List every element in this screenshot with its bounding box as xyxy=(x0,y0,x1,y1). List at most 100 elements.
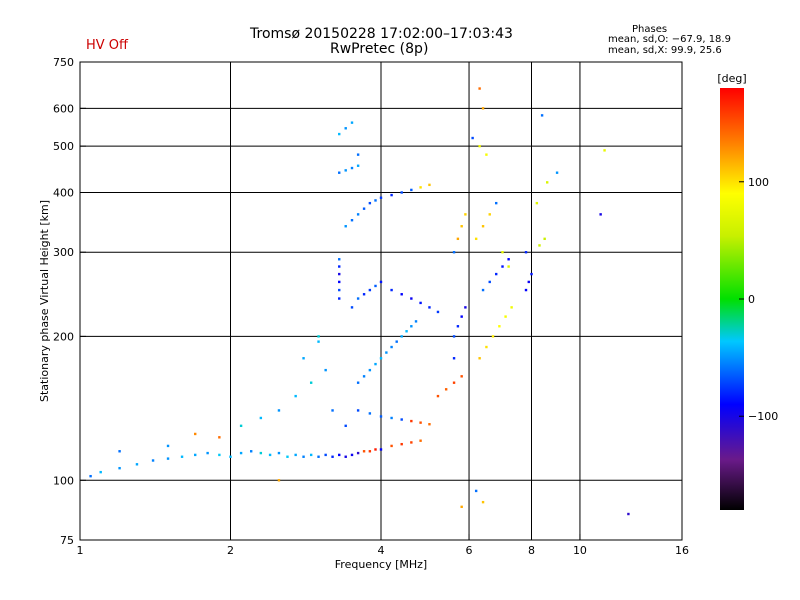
data-point xyxy=(344,225,347,228)
data-point xyxy=(504,315,507,318)
x-tick-label: 16 xyxy=(675,544,689,557)
data-point xyxy=(331,455,334,458)
data-point xyxy=(491,335,495,338)
data-point xyxy=(338,258,341,261)
data-point xyxy=(309,453,313,457)
data-point xyxy=(390,193,393,197)
data-point xyxy=(452,357,456,360)
data-point xyxy=(374,362,377,366)
y-tick-label: 75 xyxy=(60,534,74,547)
data-point xyxy=(99,470,102,474)
chart-title: Tromsø 20150228 17:02:00–17:03:43 xyxy=(250,26,513,42)
data-point xyxy=(410,188,413,192)
data-point xyxy=(379,357,383,360)
data-point xyxy=(338,171,341,174)
data-point xyxy=(324,368,327,372)
data-point xyxy=(410,441,413,444)
data-point xyxy=(259,416,263,420)
x-tick-label: 1 xyxy=(77,544,84,557)
data-point xyxy=(344,455,347,458)
data-point xyxy=(356,153,360,156)
hv-status: HV Off xyxy=(86,38,128,53)
data-point xyxy=(555,171,559,174)
data-point xyxy=(410,419,413,423)
data-point xyxy=(419,439,422,442)
data-point xyxy=(362,207,366,210)
data-point xyxy=(495,272,498,276)
data-point xyxy=(317,340,320,343)
data-point xyxy=(436,394,440,398)
data-point xyxy=(302,357,305,360)
data-point xyxy=(374,284,377,288)
data-point xyxy=(239,451,243,455)
data-point xyxy=(507,265,510,268)
data-point xyxy=(543,237,546,241)
data-point xyxy=(410,297,413,300)
data-point xyxy=(118,450,121,453)
data-point xyxy=(356,213,360,216)
data-point xyxy=(478,87,481,90)
data-point xyxy=(464,213,467,216)
data-point xyxy=(368,412,372,415)
data-point xyxy=(428,306,431,309)
axis-ticks: 1 2 4 6 8 10 16 75 100 200 300 400 500 600 750 xyxy=(53,56,689,557)
data-point xyxy=(481,288,485,292)
data-point xyxy=(474,237,478,241)
data-point xyxy=(317,455,320,458)
data-point xyxy=(460,315,463,318)
data-point xyxy=(350,306,354,309)
data-point xyxy=(488,213,491,216)
data-point xyxy=(356,451,360,455)
y-tick-label: 750 xyxy=(53,56,74,69)
data-point xyxy=(344,169,347,172)
data-point xyxy=(194,432,197,436)
data-point xyxy=(405,330,408,333)
data-point xyxy=(474,489,478,493)
data-point xyxy=(390,345,393,349)
data-point xyxy=(495,201,498,205)
phases-o-stats: mean, sd,O: −67.9, 18.9 xyxy=(608,34,731,45)
data-point xyxy=(485,345,488,349)
data-point xyxy=(350,121,354,124)
data-point xyxy=(419,421,422,424)
data-point xyxy=(414,320,418,323)
data-point xyxy=(362,450,366,453)
data-point xyxy=(331,409,334,412)
data-point xyxy=(428,183,431,187)
data-point xyxy=(194,453,197,457)
data-point xyxy=(481,225,485,228)
data-point xyxy=(338,297,341,300)
data-point xyxy=(390,444,393,448)
data-point xyxy=(390,288,393,292)
data-point xyxy=(530,272,533,276)
data-point xyxy=(452,335,456,338)
data-point xyxy=(385,351,388,354)
data-point xyxy=(456,237,460,241)
data-point xyxy=(379,448,383,451)
data-point xyxy=(356,297,360,300)
x-tick-label: 6 xyxy=(466,544,473,557)
data-point xyxy=(419,301,422,305)
data-point xyxy=(229,455,232,458)
y-tick-label: 600 xyxy=(53,102,74,115)
data-point xyxy=(135,463,139,466)
data-point xyxy=(599,213,602,216)
colorbar-ticks: 100 0 −100 xyxy=(739,176,778,423)
data-point xyxy=(350,453,354,457)
data-point xyxy=(344,127,347,130)
y-tick-label: 300 xyxy=(53,246,74,259)
data-point xyxy=(259,451,263,455)
data-point xyxy=(452,381,456,384)
data-point xyxy=(374,448,377,451)
data-point xyxy=(356,409,360,412)
data-point xyxy=(350,219,354,222)
data-point xyxy=(317,335,320,338)
data-point xyxy=(166,457,170,460)
data-point xyxy=(481,500,485,504)
data-point xyxy=(166,444,170,448)
colorbar-tick-label: −100 xyxy=(748,410,778,423)
data-point xyxy=(478,144,481,148)
data-point xyxy=(368,201,372,205)
data-point xyxy=(400,191,403,194)
data-point xyxy=(379,280,383,284)
